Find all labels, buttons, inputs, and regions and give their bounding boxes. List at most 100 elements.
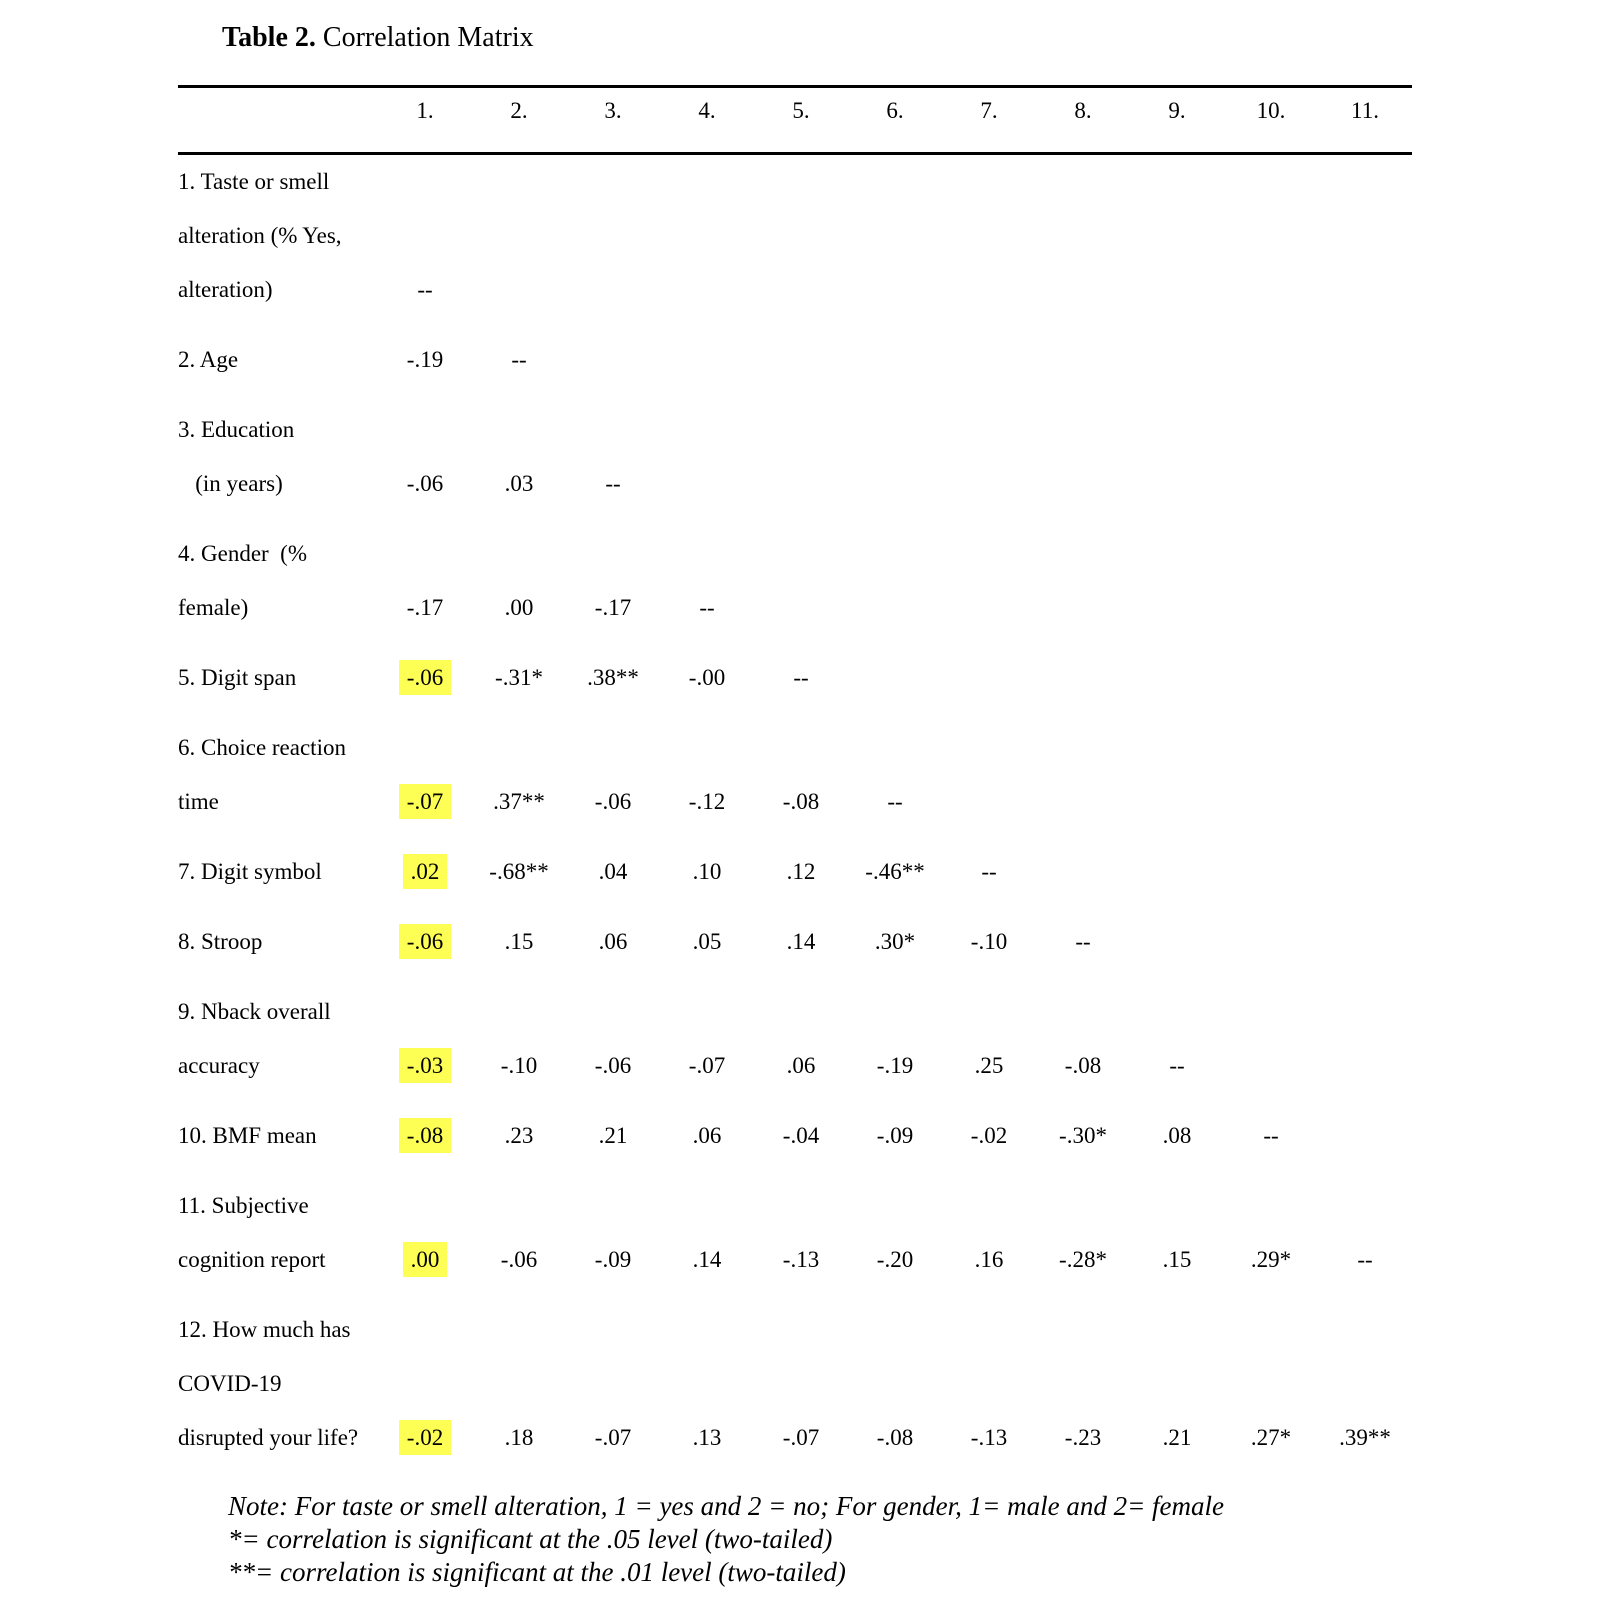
table-row: 2. Age -.19 -- xyxy=(178,333,1412,387)
correlation-cell: .39** xyxy=(1339,1425,1391,1450)
note-line-3: **= correlation is significant at the .0… xyxy=(228,1557,846,1587)
table-number: Table 2. xyxy=(222,22,316,53)
column-header: 1. xyxy=(416,98,434,123)
correlation-cell: .18 xyxy=(504,1425,534,1450)
column-header: 6. xyxy=(886,98,904,123)
table-row: 3. Education (in years) -.06 .03 -- xyxy=(178,403,1412,511)
highlighted-value: -.07 xyxy=(398,784,452,819)
correlation-cell: .23 xyxy=(504,1123,534,1148)
correlation-cell: .21 xyxy=(598,1123,628,1148)
column-header: 8. xyxy=(1074,98,1092,123)
row-label: 12. How much has COVID-19 disrupted your l… xyxy=(178,1303,378,1465)
row-label-line: 3. Education xyxy=(178,417,295,442)
table-title: Table 2. Correlation Matrix xyxy=(222,22,534,54)
row-label-line: 12. How much has xyxy=(178,1317,351,1342)
correlation-cell: -.28* xyxy=(1059,1247,1107,1272)
correlation-cell: .00 xyxy=(378,1233,472,1287)
correlation-cell: -.20 xyxy=(876,1247,914,1272)
row-label-line: 5. Digit span xyxy=(178,665,297,690)
highlighted-value: -.02 xyxy=(398,1420,452,1455)
correlation-cell: -- xyxy=(511,347,527,372)
table-caption: Correlation Matrix xyxy=(315,22,534,53)
correlation-cell: -.08 xyxy=(876,1425,914,1450)
row-label: 7. Digit symbol xyxy=(178,845,378,899)
correlation-cell: .12 xyxy=(786,859,816,884)
correlation-cell: .05 xyxy=(692,929,722,954)
correlation-cell: -.03 xyxy=(378,1039,472,1093)
correlation-cell: .25 xyxy=(974,1053,1004,1078)
highlighted-value: -.03 xyxy=(398,1048,452,1083)
correlation-cell: -.02 xyxy=(970,1123,1008,1148)
correlation-cell: -.31* xyxy=(495,665,543,690)
correlation-cell: -.10 xyxy=(500,1053,538,1078)
correlation-cell: -- xyxy=(699,595,715,620)
row-label-line: 9. Nback overall xyxy=(178,999,331,1024)
note-line-2: *= correlation is significant at the .05… xyxy=(228,1524,833,1554)
correlation-cell: -- xyxy=(1357,1247,1373,1272)
table-row: 5. Digit span -.06 -.31* .38** -.00 -- xyxy=(178,651,1412,705)
correlation-cell: .14 xyxy=(786,929,816,954)
correlation-cell: -.12 xyxy=(688,789,726,814)
highlighted-value: -.06 xyxy=(398,660,452,695)
correlation-cell: -.19 xyxy=(876,1053,914,1078)
correlation-cell: -.06 xyxy=(378,915,472,969)
row-label: 6. Choice reaction time xyxy=(178,721,378,829)
correlation-cell: -.17 xyxy=(594,595,632,620)
row-label-line: 6. Choice reaction xyxy=(178,735,346,760)
row-label: 5. Digit span xyxy=(178,651,378,705)
correlation-cell: .00 xyxy=(504,595,534,620)
correlation-cell: -.17 xyxy=(406,595,444,620)
correlation-cell: .10 xyxy=(692,859,722,884)
correlation-cell: .06 xyxy=(786,1053,816,1078)
row-label: 8. Stroop xyxy=(178,915,378,969)
column-header: 3. xyxy=(604,98,622,123)
note-line-1: Note: For taste or smell alteration, 1 =… xyxy=(228,1491,1225,1521)
correlation-cell: -- xyxy=(1075,929,1091,954)
correlation-cell: -- xyxy=(605,471,621,496)
correlation-cell: .21 xyxy=(1162,1425,1192,1450)
table-row: 4. Gender (% female) -.17 .00 -.17 -- xyxy=(178,527,1412,635)
correlation-cell: .03 xyxy=(504,471,534,496)
correlation-cell: -- xyxy=(1263,1123,1279,1148)
table-row: 1. Taste or smell alteration (% Yes, alter… xyxy=(178,155,1412,317)
correlation-cell: -.07 xyxy=(378,775,472,829)
row-label-line: disrupted your life? xyxy=(178,1425,359,1450)
row-label-line: 11. Subjective xyxy=(178,1193,309,1218)
highlighted-value: .00 xyxy=(402,1242,448,1277)
correlation-cell: .04 xyxy=(598,859,628,884)
column-header: 5. xyxy=(792,98,810,123)
correlation-cell: -.09 xyxy=(876,1123,914,1148)
row-label: 9. Nback overall accuracy xyxy=(178,985,378,1093)
correlation-cell: -- xyxy=(887,789,903,814)
row-label-line: accuracy xyxy=(178,1053,260,1078)
correlation-cell: -.07 xyxy=(688,1053,726,1078)
correlation-cell: -.04 xyxy=(782,1123,820,1148)
column-header: 11. xyxy=(1351,98,1379,123)
row-label-line: 2. Age xyxy=(178,347,239,372)
table-row: 11. Subjective cognition report .00 -.06 -.0… xyxy=(178,1179,1412,1287)
row-label-line: COVID-19 xyxy=(178,1371,282,1396)
correlation-cell: -.08 xyxy=(378,1109,472,1163)
correlation-cell: -.08 xyxy=(782,789,820,814)
column-header: 4. xyxy=(698,98,716,123)
correlation-cell: -.06 xyxy=(406,471,444,496)
table-row: 12. How much has COVID-19 disrupted your l… xyxy=(178,1303,1412,1465)
highlighted-value: -.06 xyxy=(398,924,452,959)
table-body: 1. Taste or smell alteration (% Yes, alter… xyxy=(178,155,1412,1465)
row-label: 11. Subjective cognition report xyxy=(178,1179,378,1287)
correlation-cell: -- xyxy=(1169,1053,1185,1078)
correlation-cell: -- xyxy=(981,859,997,884)
row-label: 3. Education (in years) xyxy=(178,403,378,511)
table-row: 7. Digit symbol .02 -.68** .04 .10 .12 -.46** -… xyxy=(178,845,1412,899)
correlation-cell: -.46** xyxy=(865,859,925,884)
column-header: 7. xyxy=(980,98,998,123)
correlation-cell: -.13 xyxy=(782,1247,820,1272)
row-label-line: 1. Taste or smell xyxy=(178,169,330,194)
correlation-cell: .16 xyxy=(974,1247,1004,1272)
row-label-line: time xyxy=(178,789,219,814)
correlation-cell: -.02 xyxy=(378,1411,472,1465)
table-row: 10. BMF mean -.08 .23 .21 .06 -.04 -.09 -.02 -.3… xyxy=(178,1109,1412,1163)
highlighted-value: -.08 xyxy=(398,1118,452,1153)
correlation-cell: -.06 xyxy=(594,789,632,814)
correlation-cell: -.13 xyxy=(970,1425,1008,1450)
